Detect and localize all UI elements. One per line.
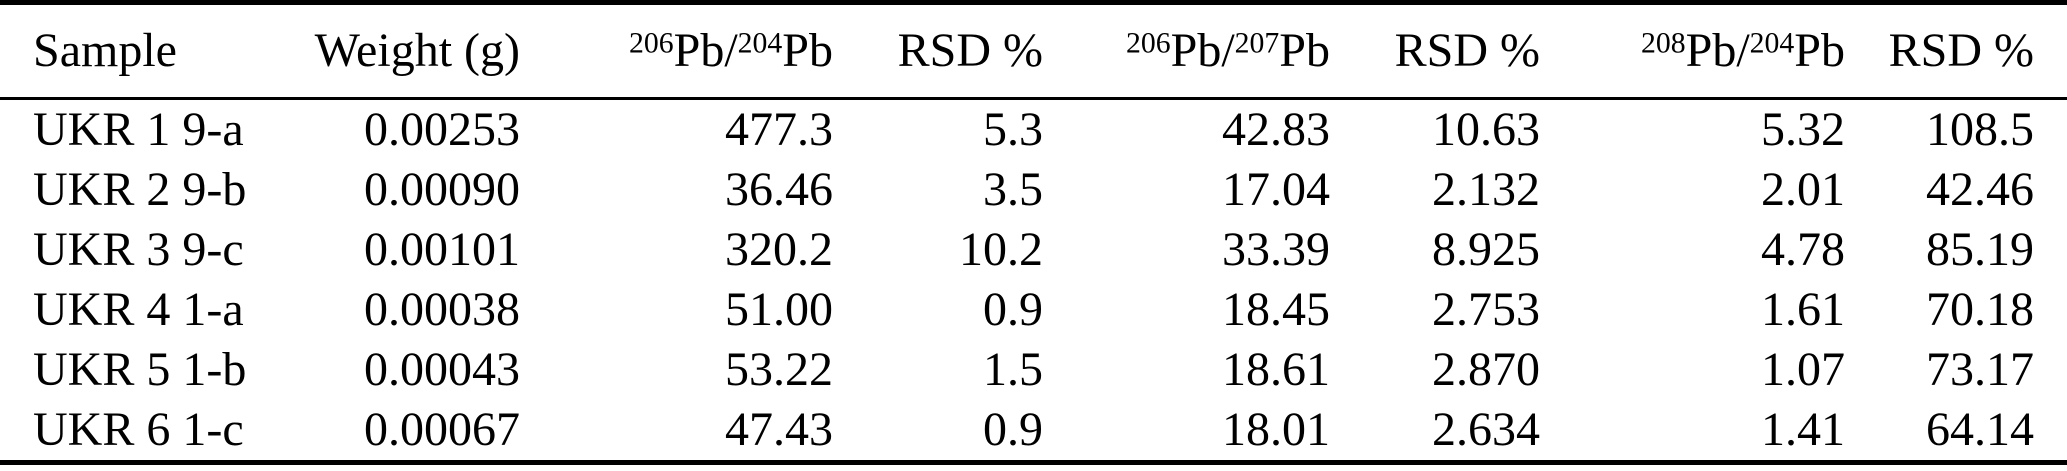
header-cell-rsd-2: RSD % [1330,2,1540,100]
isotope-superscript: 207 [1234,26,1280,60]
cell-rsd-3: 73.17 [1926,343,2034,396]
cell-rsd-2: 10.63 [1432,103,1540,156]
isotope-superscript: 206 [629,26,674,60]
cell-pb208-204: 4.78 [1761,223,1845,276]
table-row: UKR 4 1-a 0.00038 51.00 0.9 18.45 2.753 … [0,280,2067,340]
cell-pb208-204: 5.32 [1761,103,1845,156]
cell-pb206-207: 17.04 [1222,163,1330,216]
cell-rsd-2: 2.870 [1432,343,1540,396]
cell-sample: UKR 2 9-b [33,163,247,216]
table-header: Sample Weight (g) 206Pb/204Pb RSD % 206P… [0,2,2067,100]
cell-sample: UKR 3 9-c [33,223,244,276]
table-row: UKR 3 9-c 0.00101 320.2 10.2 33.39 8.925… [0,220,2067,280]
cell-weight: 0.00090 [364,163,520,216]
header-cell-rsd-3: RSD % [1845,2,2067,100]
isotope-superscript: 204 [1749,26,1795,60]
cell-rsd-3: 85.19 [1926,223,2034,276]
cell-weight: 0.00067 [364,403,520,456]
cell-rsd-3: 70.18 [1926,283,2034,336]
isotope-base: Pb/ [1685,24,1750,77]
cell-rsd-3: 108.5 [1926,103,2034,156]
cell-sample: UKR 4 1-a [33,283,244,336]
cell-rsd-2: 2.753 [1432,283,1540,336]
cell-pb208-204: 1.61 [1761,283,1845,336]
cell-rsd-3: 64.14 [1926,403,2034,456]
cell-pb206-207: 18.01 [1222,403,1330,456]
header-cell-weight: Weight (g) [300,2,520,100]
cell-pb208-204: 2.01 [1761,163,1845,216]
cell-rsd-1: 0.9 [983,403,1043,456]
header-cell-sample: Sample [0,2,300,100]
header-cell-pb206-204: 206Pb/204Pb [520,2,833,100]
table-row: UKR 1 9-a 0.00253 477.3 5.3 42.83 10.63 … [0,99,2067,161]
cell-pb206-207: 18.61 [1222,343,1330,396]
cell-weight: 0.00043 [364,343,520,396]
table-body: UKR 1 9-a 0.00253 477.3 5.3 42.83 10.63 … [0,99,2067,463]
cell-pb206-204: 53.22 [725,343,833,396]
table-row: UKR 5 1-b 0.00043 53.22 1.5 18.61 2.870 … [0,340,2067,400]
cell-pb206-204: 477.3 [725,103,833,156]
isotope-base: Pb [1794,24,1845,77]
cell-pb206-207: 42.83 [1222,103,1330,156]
cell-pb206-207: 18.45 [1222,283,1330,336]
isotope-superscript: 204 [737,26,783,60]
cell-rsd-2: 8.925 [1432,223,1540,276]
cell-pb206-207: 33.39 [1222,223,1330,276]
cell-sample: UKR 1 9-a [33,103,244,156]
isotope-base: Pb/ [1170,24,1235,77]
table-row: UKR 2 9-b 0.00090 36.46 3.5 17.04 2.132 … [0,160,2067,220]
cell-rsd-2: 2.132 [1432,163,1540,216]
header-cell-pb206-207: 206Pb/207Pb [1043,2,1330,100]
cell-sample: UKR 5 1-b [33,343,247,396]
isotope-superscript: 208 [1641,26,1686,60]
cell-pb206-204: 36.46 [725,163,833,216]
cell-rsd-1: 10.2 [959,223,1043,276]
header-cell-rsd-1: RSD % [833,2,1043,100]
cell-rsd-1: 1.5 [983,343,1043,396]
cell-weight: 0.00038 [364,283,520,336]
cell-pb208-204: 1.07 [1761,343,1845,396]
cell-pb206-204: 47.43 [725,403,833,456]
cell-rsd-1: 0.9 [983,283,1043,336]
table-row: UKR 6 1-c 0.00067 47.43 0.9 18.01 2.634 … [0,400,2067,463]
isotope-base: Pb/ [673,24,738,77]
cell-rsd-3: 42.46 [1926,163,2034,216]
cell-pb206-204: 51.00 [725,283,833,336]
isotope-base: Pb [782,24,833,77]
cell-weight: 0.00101 [364,223,520,276]
cell-pb206-204: 320.2 [725,223,833,276]
isotope-base: Pb [1279,24,1330,77]
isotope-superscript: 206 [1126,26,1171,60]
cell-rsd-1: 3.5 [983,163,1043,216]
cell-rsd-2: 2.634 [1432,403,1540,456]
cell-sample: UKR 6 1-c [33,403,244,456]
cell-pb208-204: 1.41 [1761,403,1845,456]
cell-rsd-1: 5.3 [983,103,1043,156]
cell-weight: 0.00253 [364,103,520,156]
header-cell-pb208-204: 208Pb/204Pb [1540,2,1845,100]
header-row: Sample Weight (g) 206Pb/204Pb RSD % 206P… [0,2,2067,100]
